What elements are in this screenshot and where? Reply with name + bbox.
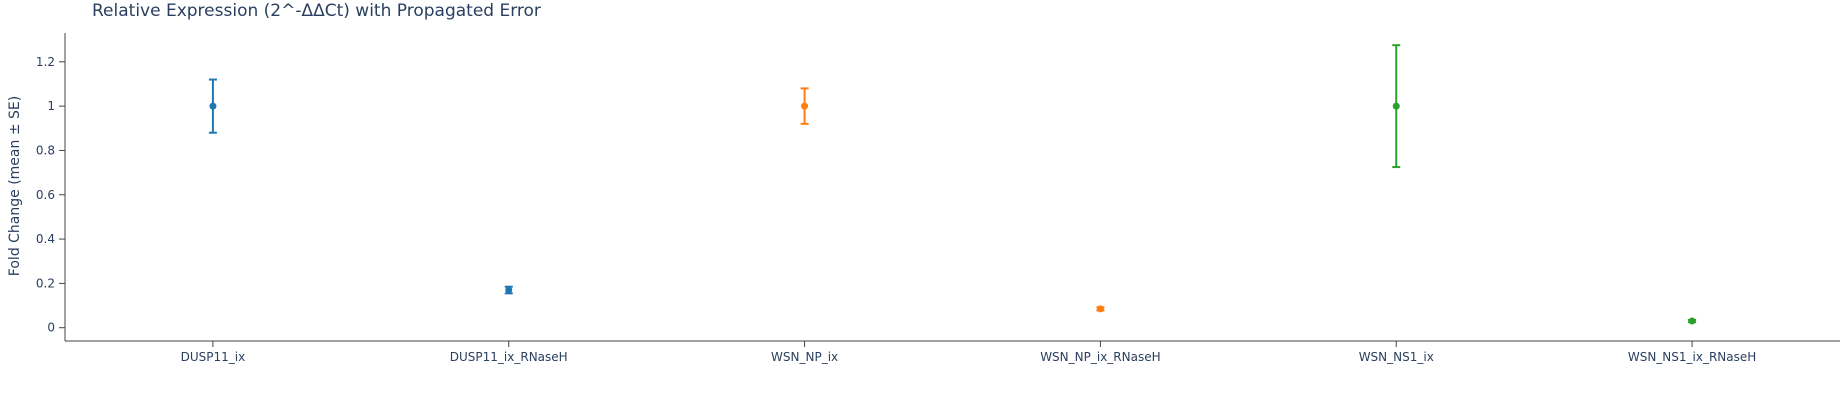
x-tick-label: DUSP11_ix_RNaseH [450,350,568,364]
data-point-marker [1392,102,1400,110]
y-ticks-group: 0 0.2 0.4 0.6 0.8 1 1.2 [36,55,65,335]
x-tick-label: WSN_NS1_ix_RNaseH [1628,350,1756,364]
y-tick-label: 1 [47,99,55,113]
data-point-marker [1688,317,1696,325]
y-tick-label: 0 [47,321,55,335]
y-tick-label: 0.2 [36,276,55,290]
y-tick-label: 0.8 [36,143,55,157]
y-axis-title: Fold Change (mean ± SE) [7,96,23,276]
x-tick-label: WSN_NP_ix_RNaseH [1040,350,1160,364]
y-tick-label: 0.4 [36,232,55,246]
y-tick-label: 0.6 [36,188,55,202]
x-tick-label: WSN_NP_ix [771,350,838,364]
x-ticks-group: DUSP11_ix DUSP11_ix_RNaseH WSN_NP_ix WSN_NP… [181,341,1756,364]
x-tick-label: WSN_NS1_ix [1359,350,1434,364]
data-point-marker [209,102,217,110]
chart-title: Relative Expression (2^-ΔΔCt) with Propa… [92,1,541,21]
data-marks-group [208,44,1697,325]
y-tick-label: 1.2 [36,55,55,69]
data-point-marker [801,102,809,110]
data-point-marker [1096,305,1104,313]
x-tick-label: DUSP11_ix [181,350,246,364]
data-point-marker [505,286,513,294]
